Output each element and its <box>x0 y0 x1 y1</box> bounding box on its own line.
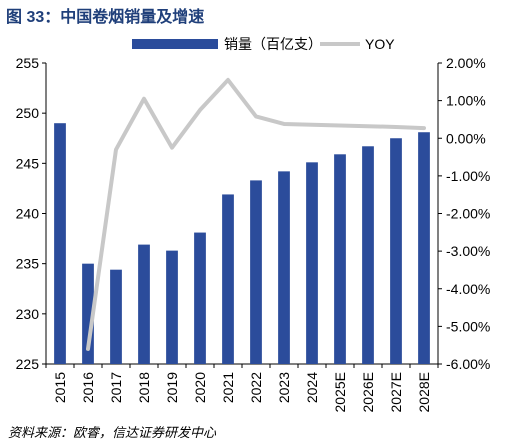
bar <box>54 123 66 364</box>
x-tick-label: 2016 <box>80 372 96 403</box>
legend-label-bar: 销量（百亿支） <box>224 36 322 52</box>
left-tick-label: 225 <box>16 356 40 372</box>
left-tick-label: 235 <box>16 256 40 272</box>
x-tick-label: 2020 <box>192 372 208 403</box>
right-tick-label: 2.00% <box>446 55 486 71</box>
bar <box>166 250 178 364</box>
bar <box>306 162 318 364</box>
x-tick-label: 2015 <box>52 372 68 403</box>
bar <box>194 232 206 364</box>
bar <box>110 269 122 364</box>
right-tick-label: -4.00% <box>446 281 490 297</box>
bar <box>418 132 430 364</box>
left-tick-label: 230 <box>16 306 40 322</box>
right-tick-label: -1.00% <box>446 168 490 184</box>
x-tick-label: 2017 <box>108 372 124 403</box>
bar <box>250 180 262 364</box>
right-tick-label: -6.00% <box>446 356 490 372</box>
x-tick-label: 2025E <box>332 372 348 412</box>
right-tick-label: 1.00% <box>446 93 486 109</box>
x-tick-label: 2018 <box>136 372 152 403</box>
bar <box>362 146 374 364</box>
bar <box>222 194 234 364</box>
left-tick-label: 245 <box>16 155 40 171</box>
yoy-line <box>86 77 426 351</box>
left-tick-label: 250 <box>16 105 40 121</box>
right-tick-label: -2.00% <box>446 206 490 222</box>
x-tick-label: 2024 <box>304 372 320 403</box>
bar <box>390 138 402 364</box>
source-note: 资料来源：欧睿，信达证券研发中心 <box>8 425 217 440</box>
bar <box>138 244 150 364</box>
x-tick-label: 2027E <box>388 372 404 412</box>
legend-swatch-bar <box>132 39 218 49</box>
x-tick-label: 2026E <box>360 372 376 412</box>
x-tick-label: 2021 <box>220 372 236 403</box>
bar <box>278 171 290 364</box>
left-tick-label: 255 <box>16 55 40 71</box>
x-tick-label: 2028E <box>416 372 432 412</box>
right-tick-label: -3.00% <box>446 243 490 259</box>
left-tick-label: 240 <box>16 206 40 222</box>
right-tick-label: 0.00% <box>446 130 486 146</box>
bar <box>334 154 346 364</box>
bar <box>82 263 94 364</box>
right-tick-label: -5.00% <box>446 318 490 334</box>
x-tick-label: 2023 <box>276 372 292 403</box>
figure-title: 图 33：中国卷烟销量及增速 <box>6 9 205 26</box>
legend-label-line: YOY <box>365 36 395 52</box>
x-tick-label: 2019 <box>164 372 180 403</box>
x-tick-label: 2022 <box>248 372 264 403</box>
